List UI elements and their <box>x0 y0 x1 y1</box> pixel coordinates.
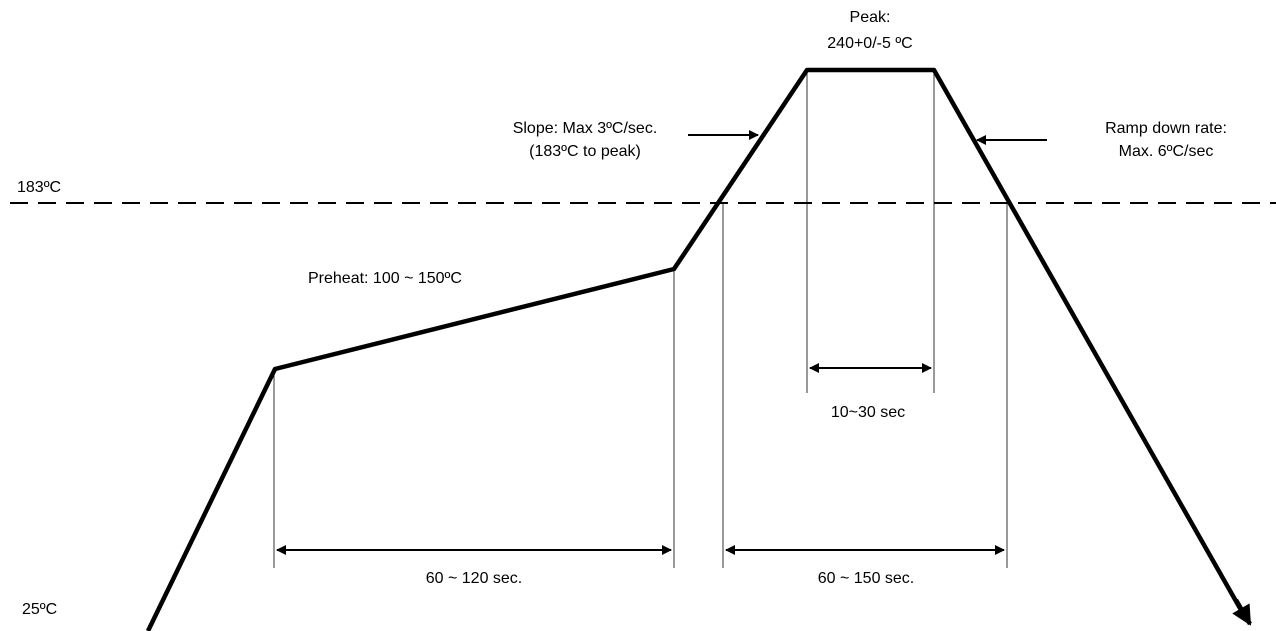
temperature-profile-curve <box>145 67 1243 631</box>
slope-label-line2: (183ºC to peak) <box>529 143 641 160</box>
peak-duration-label: 10~30 sec <box>831 404 905 421</box>
slope-label-line1: Slope: Max 3ºC/sec. <box>513 120 658 137</box>
cooldown-arrow <box>1232 598 1252 626</box>
peak-title-label: Peak: <box>850 9 891 26</box>
peak-value-label: 240+0/-5 ºC <box>827 35 912 52</box>
temp-25-label: 25ºC <box>22 601 57 618</box>
rampdown-label-line1: Ramp down rate: <box>1105 120 1227 137</box>
temp-183-label: 183ºC <box>17 179 61 196</box>
preheat-duration-label: 60 ~ 120 sec. <box>426 570 523 587</box>
preheat-label: Preheat: 100 ~ 150ºC <box>308 270 462 287</box>
above-liquidus-duration-label: 60 ~ 150 sec. <box>818 570 915 587</box>
rampdown-label-line2: Max. 6ºC/sec <box>1119 143 1214 160</box>
